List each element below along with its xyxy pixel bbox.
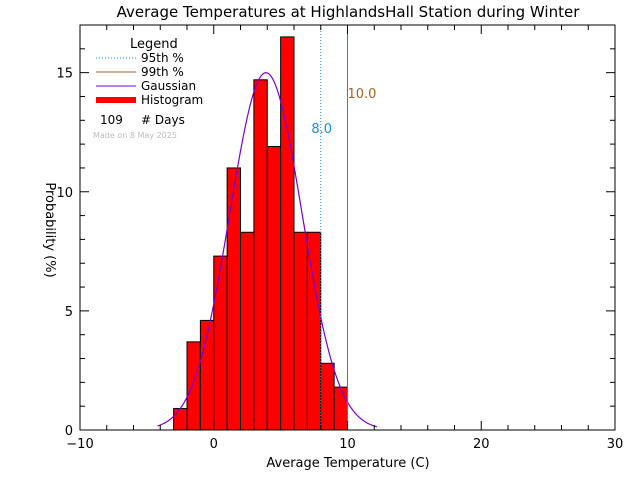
histogram-bar	[213, 255, 228, 431]
made-on-annotation: Made on 8 May 2025	[93, 131, 177, 140]
x-tick-label: −10	[66, 437, 93, 452]
histogram-bar	[293, 231, 308, 431]
y-tick-label: 0	[65, 424, 73, 439]
histogram-bar	[253, 79, 268, 431]
legend-item-label: Histogram	[141, 93, 203, 107]
legend-item-label: 99th %	[141, 65, 184, 79]
histogram-bar	[280, 36, 295, 431]
x-tick-label: 30	[607, 437, 624, 452]
histogram-bar	[240, 231, 255, 431]
y-axis-label: Probability (%)	[42, 182, 57, 277]
histogram-bar	[333, 386, 348, 431]
legend-days-count: 109	[100, 113, 123, 127]
histogram-bars	[173, 36, 348, 431]
histogram-bar	[173, 408, 188, 431]
y-tick-label: 5	[65, 305, 73, 320]
legend-item-label: Gaussian	[141, 79, 196, 93]
legend-item-label: 95th %	[141, 51, 184, 65]
y-tick-label: 10	[56, 186, 73, 201]
histogram-bar	[186, 341, 201, 431]
percentile-99-label: 10.0	[348, 87, 377, 102]
x-tick-label: 10	[339, 437, 356, 452]
y-tick-label: 15	[56, 67, 73, 82]
x-axis-label: Average Temperature (C)	[266, 456, 429, 471]
chart-title: Average Temperatures at HighlandsHall St…	[117, 3, 581, 21]
percentile-95-label: 8.0	[311, 122, 332, 137]
legend-days-label: # Days	[141, 113, 185, 127]
histogram-bar	[320, 362, 335, 431]
histogram-bar	[266, 146, 282, 431]
gaussian-curve	[157, 72, 378, 428]
legend-title: Legend	[130, 37, 178, 52]
x-tick-label: 0	[210, 437, 218, 452]
histogram-bar	[226, 167, 241, 431]
percentile-lines: 8.0 10.0	[311, 25, 376, 430]
x-tick-label: 20	[473, 437, 490, 452]
gaussian-curve-group	[157, 72, 378, 428]
histogram-bar	[306, 231, 322, 431]
